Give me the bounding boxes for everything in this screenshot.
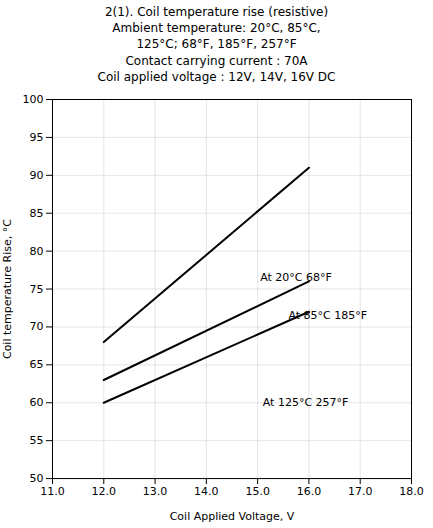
svg-text:18.0: 18.0 xyxy=(399,485,424,498)
svg-text:60: 60 xyxy=(30,396,44,409)
svg-text:Coil temperature Rise, °C: Coil temperature Rise, °C xyxy=(1,219,14,359)
svg-text:50: 50 xyxy=(30,472,44,485)
html-text:125°C; 68°F, 185°F, 257°F: 125°C; 68°F, 185°F, 257°F xyxy=(136,37,297,52)
svg-text:13.0: 13.0 xyxy=(143,485,168,498)
svg-text:100: 100 xyxy=(23,93,44,106)
svg-text:16.0: 16.0 xyxy=(297,485,322,498)
html-text:Ambient temperature: 20°C, 85°: Ambient temperature: 20°C, 85°C, xyxy=(112,21,321,36)
svg-text:95: 95 xyxy=(30,131,44,144)
svg-text:55: 55 xyxy=(30,434,44,447)
svg-text:70: 70 xyxy=(30,320,44,333)
svg-text:At 85°C 185°F: At 85°C 185°F xyxy=(288,309,367,322)
svg-text:14.0: 14.0 xyxy=(194,485,219,498)
html-text:Coil applied voltage : 12V, 14: Coil applied voltage : 12V, 14V, 16V DC xyxy=(97,69,336,84)
svg-text:Coil Applied Voltage, V: Coil Applied Voltage, V xyxy=(170,510,295,523)
svg-text:90: 90 xyxy=(30,169,44,182)
svg-text:At 125°C 257°F: At 125°C 257°F xyxy=(263,396,349,409)
svg-text:At 20°C 68°F: At 20°C 68°F xyxy=(260,271,332,284)
svg-text:17.0: 17.0 xyxy=(348,485,373,498)
svg-text:85: 85 xyxy=(30,207,44,220)
svg-text:75: 75 xyxy=(30,282,44,295)
svg-text:15.0: 15.0 xyxy=(245,485,270,498)
html-text:2(1). Coil temperature rise (r: 2(1). Coil temperature rise (resistive) xyxy=(104,5,329,19)
html-text:Contact carrying current : 70A: Contact carrying current : 70A xyxy=(125,53,308,68)
svg-text:65: 65 xyxy=(30,358,44,371)
svg-text:12.0: 12.0 xyxy=(92,485,117,498)
svg-text:11.0: 11.0 xyxy=(40,485,65,498)
svg-text:80: 80 xyxy=(30,245,44,258)
